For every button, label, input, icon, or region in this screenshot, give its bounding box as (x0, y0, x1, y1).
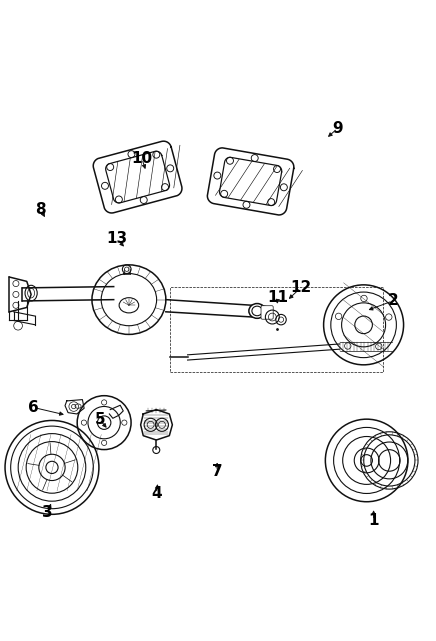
Text: 3: 3 (42, 505, 53, 520)
Text: 4: 4 (151, 486, 162, 501)
Bar (170, 287, 383, 372)
Ellipse shape (249, 304, 266, 319)
Text: 5: 5 (95, 412, 105, 427)
Text: 2: 2 (387, 294, 398, 308)
Ellipse shape (119, 297, 139, 313)
Text: 8: 8 (35, 202, 46, 217)
Text: 1: 1 (368, 513, 379, 528)
FancyBboxPatch shape (261, 306, 273, 319)
Text: 10: 10 (131, 151, 153, 166)
Polygon shape (141, 410, 172, 440)
Text: 7: 7 (212, 464, 222, 479)
Text: 11: 11 (267, 290, 289, 305)
Text: 13: 13 (107, 231, 128, 246)
Text: 12: 12 (290, 280, 311, 296)
Text: 6: 6 (28, 400, 39, 415)
Text: 9: 9 (332, 121, 343, 136)
